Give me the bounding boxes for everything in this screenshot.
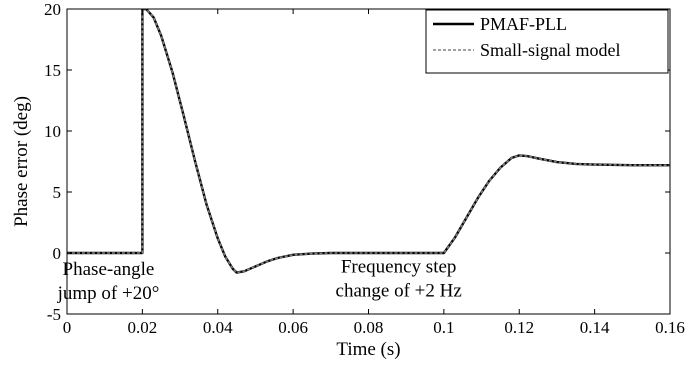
annotations: Phase-angle jump of +20° Frequency step cha… [57, 257, 462, 304]
legend-label-2: Small-signal model [480, 40, 620, 60]
x-tick-label: 0.04 [203, 318, 233, 337]
y-tick-label: 0 [53, 244, 62, 263]
y-tick-label: 10 [44, 122, 61, 141]
axis-ticks: 0 0.02 0.04 0.06 0.08 0.1 0.12 0.14 0.16-5051015… [44, 0, 685, 337]
annotation-2: Frequency step change of +2 Hz [336, 257, 462, 302]
plot-series [67, 9, 670, 274]
x-tick-label: 0.1 [433, 318, 454, 337]
legend-box [425, 9, 669, 74]
x-tick-label: 0.16 [655, 318, 685, 337]
legend: PMAF-PLL Small-signal model [425, 9, 669, 74]
y-tick-label: 15 [44, 61, 61, 80]
x-tick-label: 0.08 [354, 318, 384, 337]
x-tick-label: 0.14 [580, 318, 610, 337]
x-tick-label: 0 [63, 318, 72, 337]
x-tick-label: 0.06 [278, 318, 308, 337]
x-tick-label: 0.12 [504, 318, 534, 337]
legend-label-1: PMAF-PLL [480, 14, 567, 34]
x-axis-label: Time (s) [336, 339, 400, 360]
y-axis-label: Phase error (deg) [11, 96, 32, 227]
series-line-2 [67, 9, 670, 274]
y-tick-label: -5 [47, 305, 61, 324]
y-tick-label: 20 [44, 0, 61, 19]
y-tick-label: 5 [53, 183, 62, 202]
x-tick-label: 0.02 [128, 318, 158, 337]
annotation-1: Phase-angle jump of +20° [57, 259, 160, 304]
